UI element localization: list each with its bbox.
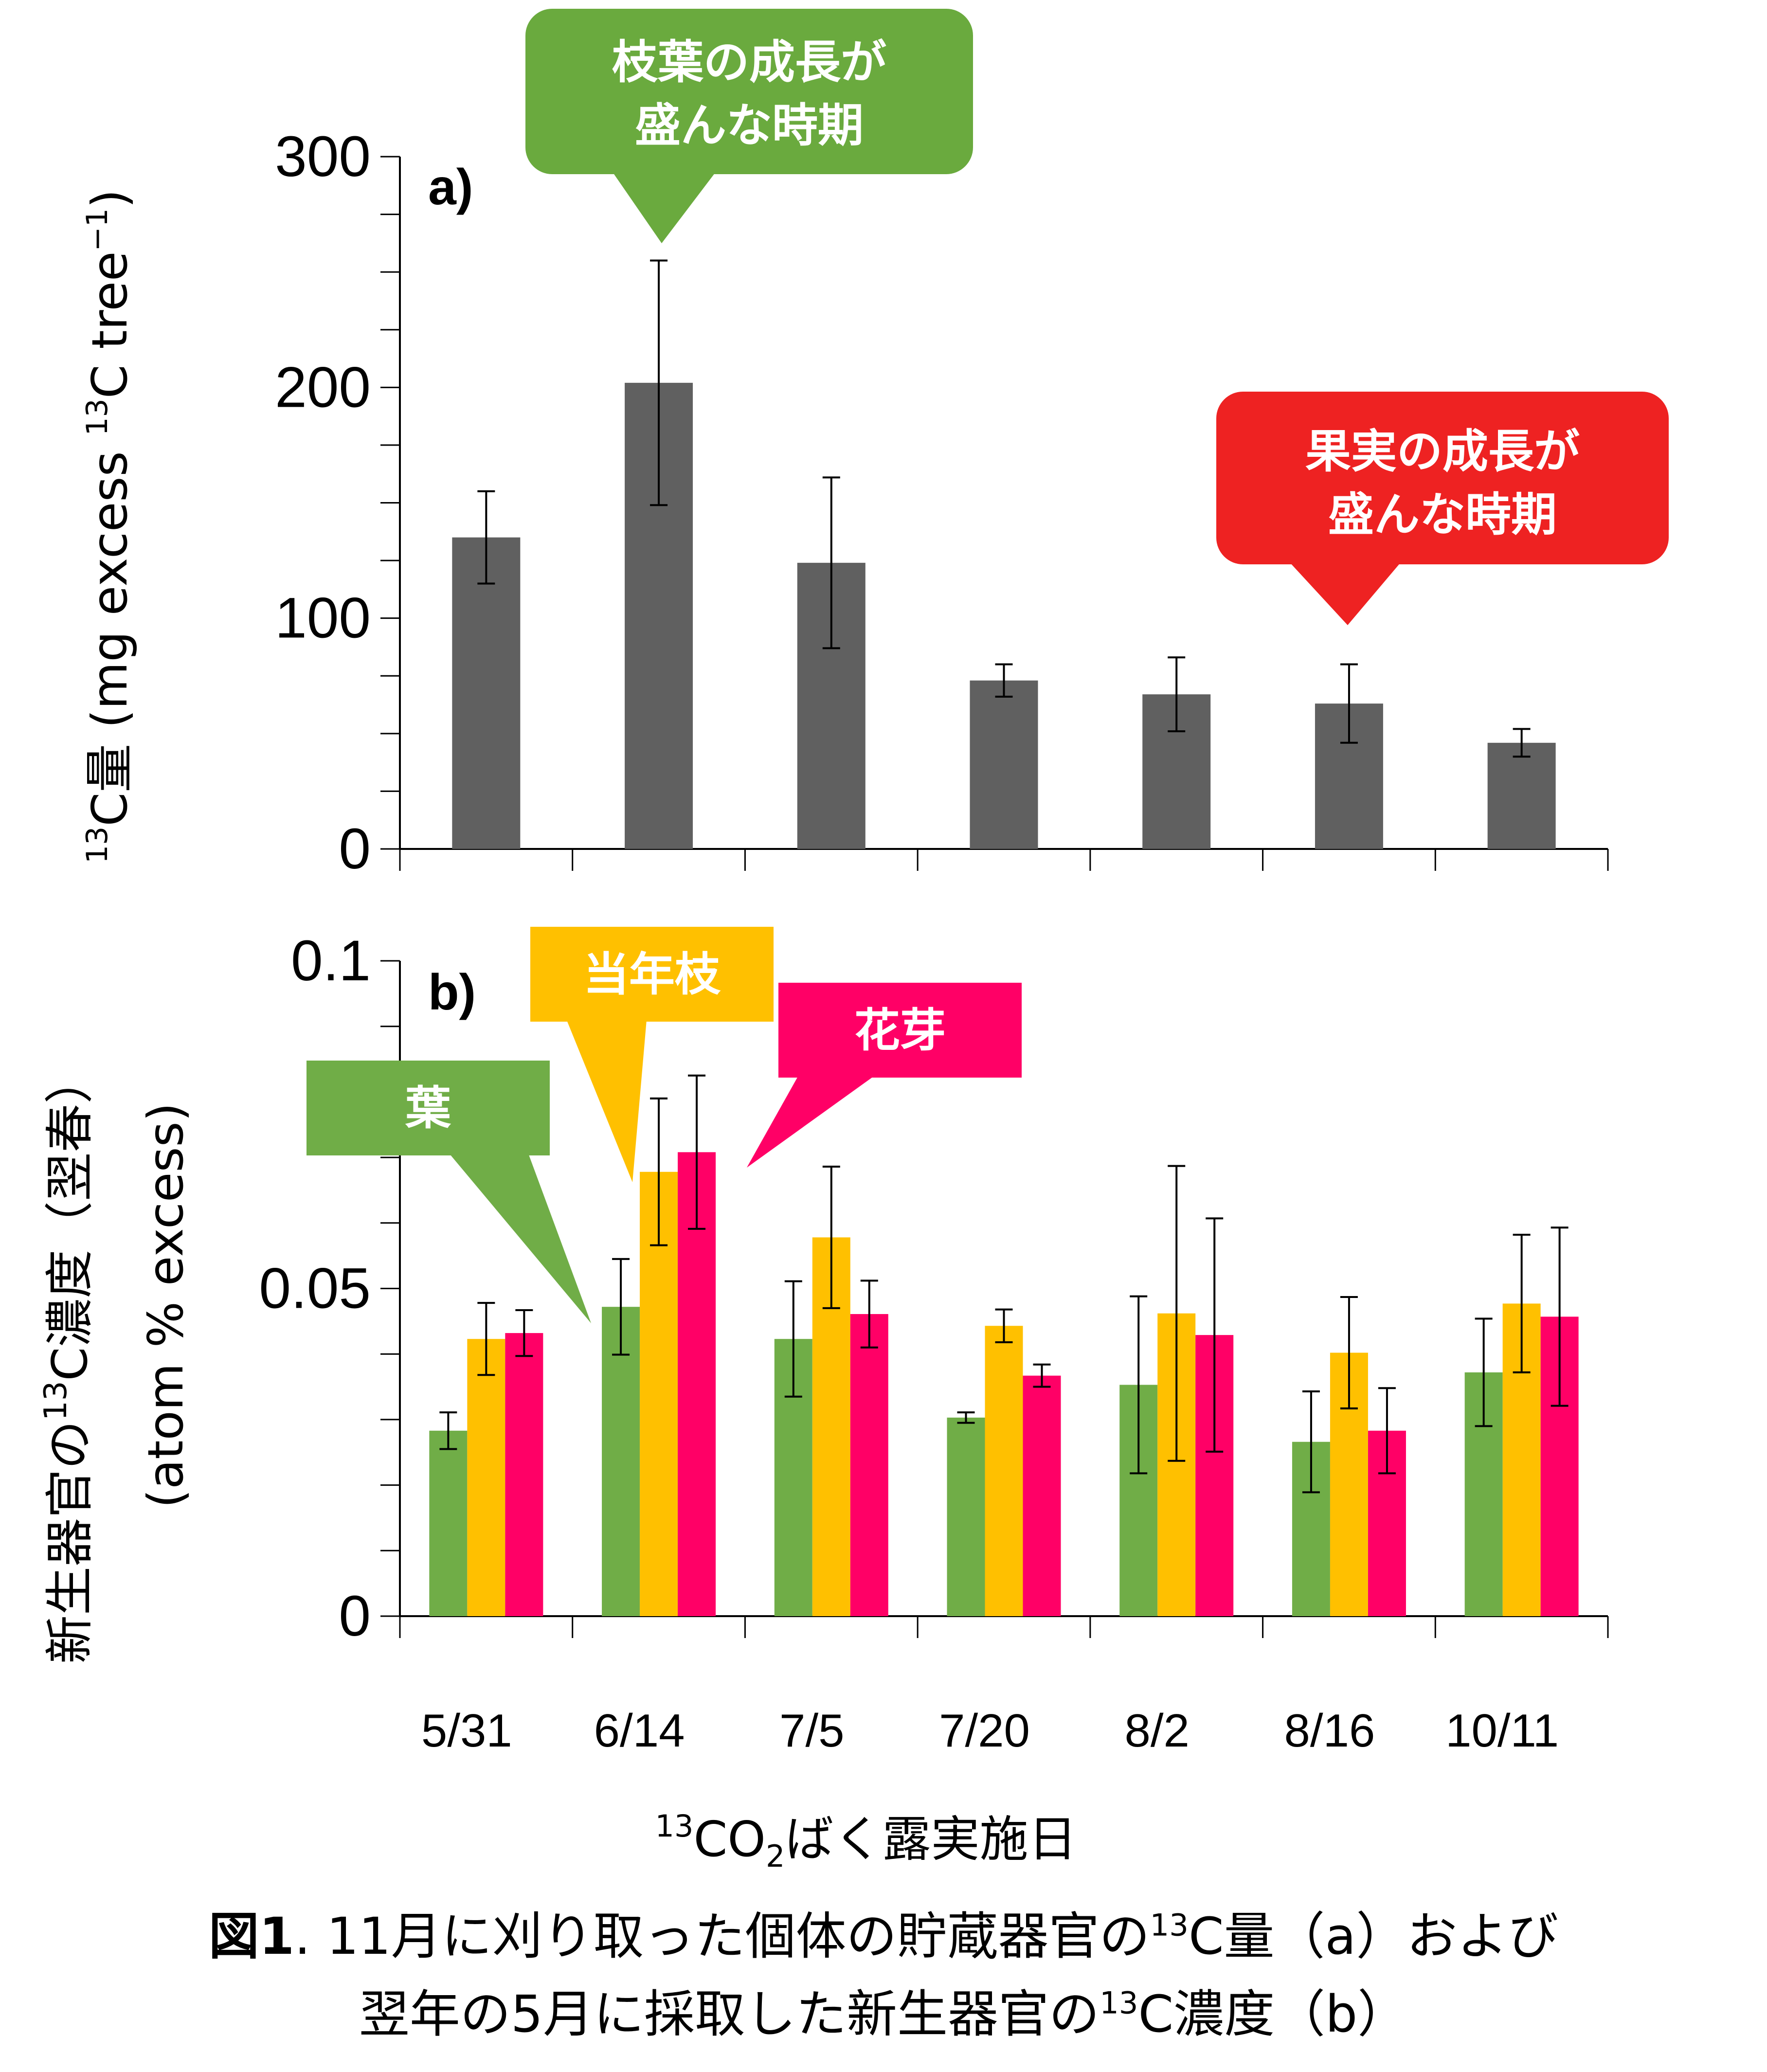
x-tick-label: 8/16 (1284, 1705, 1375, 1757)
panel-b-bar (602, 1307, 640, 1616)
x-tick-label: 8/2 (1124, 1705, 1189, 1757)
callout-branch-leaf-line2: 盛んな時期 (635, 99, 864, 152)
x-tick-labels: 5/31 6/14 7/5 7/20 8/2 8/16 10/11 (421, 1705, 1559, 1757)
panel-b-y-tick-label: 0.05 (259, 1257, 371, 1321)
panel-b-bar (985, 1326, 1023, 1616)
x-tick-label: 5/31 (421, 1705, 512, 1757)
panel-b-bar (429, 1430, 468, 1616)
panel-a-bar (970, 680, 1038, 849)
callout-fruit-line1: 果実の成長が (1305, 425, 1580, 478)
panel-a: 0 100 200 300 (275, 125, 1609, 881)
callout-fruit-line2: 盛んな時期 (1328, 488, 1557, 541)
callout-branch-leaf-line1: 枝葉の成長が (612, 36, 886, 89)
x-tick-label: 6/14 (594, 1705, 685, 1757)
figure-number: 図1 (208, 1907, 295, 1966)
panel-b-bar (467, 1339, 505, 1616)
callout-leaf-text: 葉 (405, 1082, 451, 1135)
x-tick-label: 10/11 (1445, 1705, 1559, 1757)
panel-b: 0 0.05 0.1 (259, 929, 1609, 1648)
panel-a-y-axis-title: 13C量 (mg excess 13C tree−1) (80, 189, 138, 864)
panel-a-y-tick-label: 100 (275, 586, 371, 650)
panel-b-bar (947, 1417, 985, 1616)
panel-b-y-tick-label: 0.1 (291, 929, 371, 993)
callout-flower-bud-text: 花芽 (854, 1004, 946, 1057)
callout-fruit-growth: 果実の成長が 盛んな時期 (1216, 392, 1669, 625)
panel-a-y-tick-label: 200 (275, 355, 371, 419)
callout-shoot-text: 当年枝 (583, 948, 721, 1001)
callout-current-year-shoot: 当年枝 (530, 927, 774, 1182)
callout-leaf: 葉 (307, 1061, 591, 1323)
callout-flower-bud: 花芽 (747, 983, 1022, 1168)
panel-b-bar (850, 1314, 888, 1616)
x-tick-label: 7/5 (779, 1705, 844, 1757)
panel-b-y-tick-label: 0 (339, 1584, 371, 1648)
panel-a-bar (1487, 742, 1556, 849)
panel-b-bar (1023, 1375, 1061, 1616)
figure-caption-line2: 翌年の5月に採取した新生器官の13C濃度（b） (359, 1984, 1408, 2044)
figure-caption-line1: 図1. 11月に刈り取った個体の貯蔵器官の13C量（a）および (208, 1907, 1559, 1966)
panel-b-y-axis-title-line1: 新生器官の13C濃度（翌春） (38, 1055, 98, 1664)
panel-a-label: a) (428, 159, 473, 216)
x-tick-label: 7/20 (939, 1705, 1030, 1757)
panel-a-bar (452, 537, 521, 849)
x-axis-title: 13CO2ばく露実施日 (655, 1808, 1077, 1874)
callout-branch-leaf-growth: 枝葉の成長が 盛んな時期 (525, 9, 973, 243)
panel-a-y-tick-label: 300 (275, 125, 371, 189)
panel-b-y-axis-title-line2: (atom % excess) (137, 1102, 194, 1508)
panel-b-bar (505, 1333, 543, 1616)
panel-a-y-tick-label: 0 (339, 817, 371, 881)
panel-b-label: b) (428, 964, 476, 1021)
